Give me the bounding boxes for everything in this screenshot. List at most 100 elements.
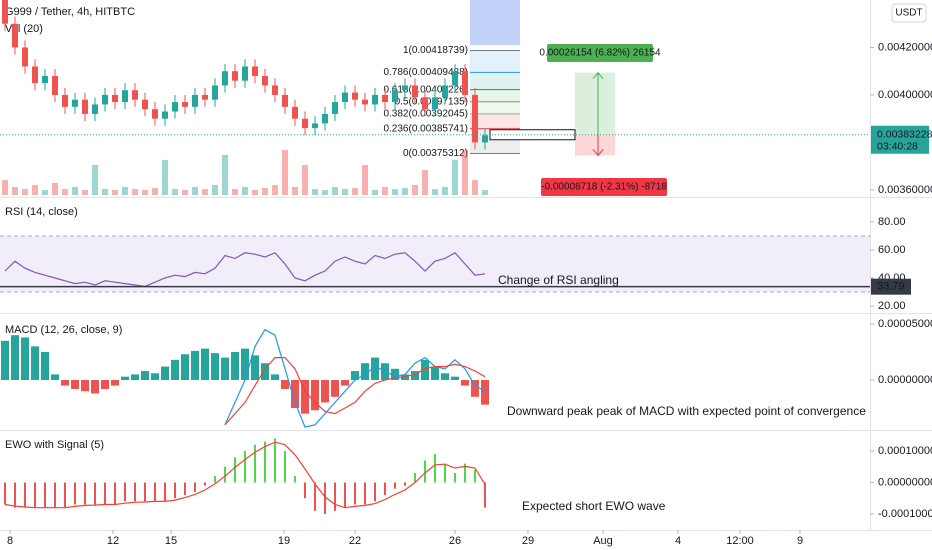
volume-bar bbox=[92, 165, 98, 195]
fib-band bbox=[470, 72, 520, 90]
macd-histogram-bar bbox=[441, 373, 449, 381]
ewo-bar bbox=[144, 482, 146, 502]
volume-bar bbox=[122, 187, 128, 195]
volume-bar bbox=[62, 189, 68, 195]
ewo-bar bbox=[394, 482, 396, 489]
candle-body bbox=[352, 92, 358, 100]
target-label-bg bbox=[547, 44, 653, 62]
macd-histogram-bar bbox=[201, 348, 209, 381]
y-tick-label: 60.00 bbox=[878, 244, 906, 256]
price-tag-value: 0.00383228 bbox=[877, 129, 932, 141]
fib-label: 1(0.00418739) bbox=[403, 45, 468, 56]
macd-histogram-bar bbox=[101, 380, 109, 389]
macd-title: MACD (12, 26, close, 9) bbox=[5, 324, 122, 336]
rsi-line bbox=[4, 252, 486, 288]
candle-body bbox=[462, 71, 468, 95]
ewo-bar bbox=[324, 482, 326, 514]
volume-bar bbox=[142, 190, 148, 195]
macd-histogram-bar bbox=[21, 337, 29, 381]
volume-bar bbox=[452, 160, 458, 195]
stop-zone bbox=[575, 134, 615, 156]
macd-histogram-bar bbox=[261, 363, 269, 381]
candle-body bbox=[422, 97, 428, 110]
ewo-bar bbox=[384, 482, 386, 496]
macd-histogram-bar bbox=[341, 380, 349, 386]
target-label: 0.00026154 (6.82%) 26154 bbox=[539, 48, 661, 59]
symbol-title: G999 / Tether, 4h, HITBTC bbox=[5, 6, 135, 18]
currency-label[interactable]: USDT bbox=[895, 8, 922, 19]
y-tick-label: 20.00 bbox=[878, 300, 906, 312]
candle-body bbox=[262, 75, 268, 86]
macd-line bbox=[224, 328, 486, 428]
rsi-title: RSI (14, close) bbox=[5, 206, 78, 218]
candle-body bbox=[472, 94, 478, 143]
macd-histogram-bar bbox=[461, 380, 469, 386]
volume-bar bbox=[292, 187, 298, 195]
candle-body bbox=[342, 92, 348, 103]
candle-body bbox=[312, 123, 318, 129]
volume-bar bbox=[362, 165, 368, 195]
candle-body bbox=[172, 102, 178, 112]
volume-bar bbox=[332, 187, 338, 195]
signal-line bbox=[224, 357, 486, 426]
ewo-bar bbox=[344, 482, 346, 508]
ewo-bar bbox=[54, 482, 56, 508]
macd-histogram-bar bbox=[121, 376, 129, 381]
ewo-bar bbox=[414, 473, 416, 483]
x-tick-label: 29 bbox=[522, 535, 534, 547]
fib-label: 0.786(0.00409488) bbox=[383, 67, 468, 78]
ewo-bar bbox=[294, 476, 296, 483]
ewo-bar bbox=[474, 469, 476, 483]
fib-label: 0.382(0.00392045) bbox=[383, 108, 468, 119]
target-zone bbox=[575, 72, 615, 135]
ewo-bar bbox=[74, 482, 76, 505]
volume-bar bbox=[302, 165, 308, 195]
ewo-bar bbox=[314, 482, 316, 511]
candle-body bbox=[52, 75, 58, 95]
fib-label: 0.618(0.00402226) bbox=[383, 84, 468, 95]
volume-bar bbox=[212, 185, 218, 195]
ewo-bar bbox=[114, 482, 116, 505]
annotation: Expected short EWO wave bbox=[522, 499, 666, 513]
macd-histogram-bar bbox=[371, 357, 379, 381]
volume-bar bbox=[72, 187, 78, 195]
y-tick-label: 0.00000000 bbox=[878, 476, 932, 488]
macd-histogram-bar bbox=[41, 351, 49, 381]
macd-histogram-bar bbox=[431, 366, 439, 381]
candle-body bbox=[72, 99, 78, 107]
candle-body bbox=[222, 71, 228, 86]
rsi-tag-bg bbox=[871, 278, 911, 295]
macd-histogram-bar bbox=[51, 374, 59, 381]
candle-body bbox=[402, 85, 408, 91]
candle-body bbox=[382, 94, 388, 103]
volume-title: Vol (20) bbox=[5, 23, 43, 35]
volume-bar bbox=[372, 190, 378, 195]
ewo-bar bbox=[374, 482, 376, 502]
macd-histogram-bar bbox=[331, 380, 339, 397]
macd-histogram-bar bbox=[421, 359, 429, 381]
ewo-bar bbox=[264, 441, 266, 483]
ewo-bar bbox=[224, 466, 226, 483]
macd-histogram-bar bbox=[321, 380, 329, 403]
candle-body bbox=[322, 113, 328, 124]
ewo-bar bbox=[364, 482, 366, 505]
volume-bar bbox=[112, 190, 118, 195]
y-tick-label: 0.00400000 bbox=[878, 89, 932, 101]
fib-band bbox=[470, 113, 520, 129]
ewo-bar bbox=[174, 482, 176, 499]
macd-histogram-bar bbox=[31, 346, 39, 381]
volume-bar bbox=[322, 190, 328, 195]
volume-bar bbox=[172, 189, 178, 195]
currency-button[interactable] bbox=[891, 3, 927, 23]
macd-histogram-bar bbox=[391, 368, 399, 381]
ewo-bar bbox=[244, 450, 246, 483]
ewo-bar bbox=[154, 482, 156, 502]
candle-body bbox=[122, 90, 128, 103]
candle-body bbox=[392, 90, 398, 103]
x-tick-label: 12:00 bbox=[726, 535, 754, 547]
candle-body bbox=[142, 99, 148, 110]
ewo-bar bbox=[24, 482, 26, 508]
ewo-bar bbox=[204, 482, 206, 486]
candle-body bbox=[132, 90, 138, 100]
volume-bar bbox=[432, 189, 438, 195]
